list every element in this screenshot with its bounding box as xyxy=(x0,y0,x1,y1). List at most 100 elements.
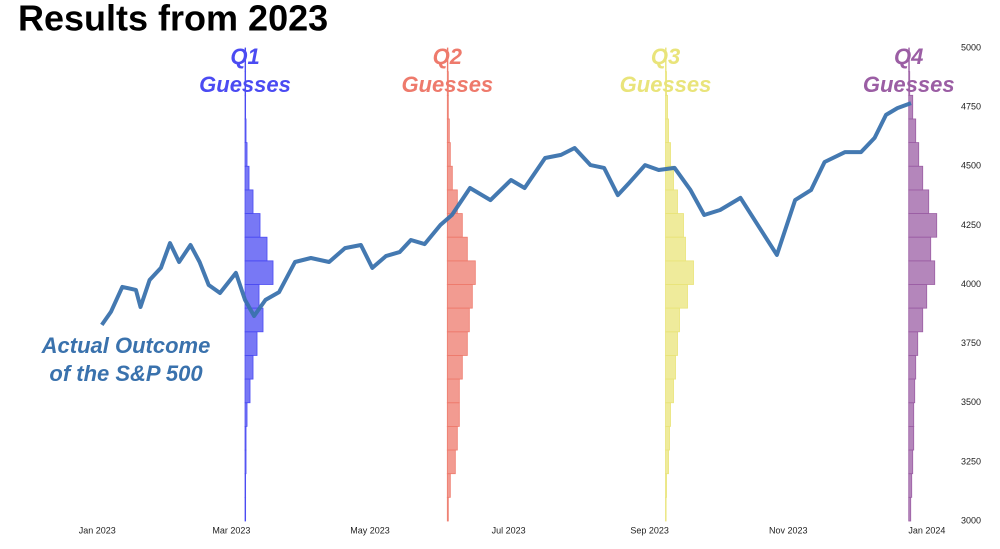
histogram xyxy=(908,47,938,522)
histogram-bar xyxy=(908,473,913,498)
histogram-bar xyxy=(908,165,924,191)
y-tick-label: 4750 xyxy=(961,102,981,112)
histogram-bar xyxy=(446,165,453,191)
x-tick-label: Jan 2023 xyxy=(79,525,116,535)
histogram-bar xyxy=(908,425,915,451)
histogram-bar xyxy=(446,260,476,285)
histogram-bar xyxy=(446,355,463,380)
histogram-bar xyxy=(446,378,460,404)
histogram-bar xyxy=(446,425,458,451)
histogram-label: Q1 Guesses xyxy=(199,44,291,97)
histogram-bar xyxy=(908,496,912,522)
histogram-bar xyxy=(665,47,667,73)
histogram-bar xyxy=(244,425,247,451)
histogram-bar xyxy=(244,236,268,262)
histogram-bar xyxy=(665,473,667,498)
histogram-bar xyxy=(446,142,451,167)
histogram-bar xyxy=(665,331,678,356)
histogram-bar xyxy=(908,260,936,285)
histogram-bar xyxy=(665,449,669,475)
histogram-bar xyxy=(446,47,449,73)
histogram-bar xyxy=(908,378,916,404)
histogram xyxy=(244,47,274,522)
histogram-bar xyxy=(665,213,684,238)
histogram-label: Q3 Guesses xyxy=(620,44,712,97)
series-label: Actual Outcome of the S&P 500 xyxy=(41,333,211,386)
histogram-bar xyxy=(908,307,924,333)
chart-title: Results from 2023 xyxy=(18,0,328,39)
histogram-bar xyxy=(244,118,247,143)
histogram-bar xyxy=(244,165,250,191)
histogram-bar xyxy=(446,94,449,120)
histogram-bar xyxy=(244,47,247,73)
histogram-bar xyxy=(665,284,688,309)
histogram-bar xyxy=(244,496,247,522)
y-tick-label: 4000 xyxy=(961,279,981,289)
histogram-bar xyxy=(908,402,915,427)
histogram-bar xyxy=(244,307,264,333)
y-tick-label: 3000 xyxy=(961,515,981,525)
histogram-bar xyxy=(908,94,914,120)
histogram-bar xyxy=(244,449,247,475)
x-tick-label: May 2023 xyxy=(350,525,390,535)
line xyxy=(100,101,912,327)
histogram-bar xyxy=(665,496,667,522)
x-tick-label: Jan 2024 xyxy=(908,525,945,535)
y-tick-label: 3250 xyxy=(961,456,981,466)
histogram-bar xyxy=(665,402,671,427)
y-tick-label: 4250 xyxy=(961,220,981,230)
histogram-bar xyxy=(446,473,451,498)
x-tick-label: Nov 2023 xyxy=(769,525,808,535)
histogram-bar xyxy=(665,94,668,120)
histogram-bar xyxy=(665,118,669,143)
histogram-bar xyxy=(665,189,678,214)
histogram-bar xyxy=(446,118,450,143)
histogram-label: Q4 Guesses xyxy=(863,44,955,97)
y-tick-label: 5000 xyxy=(961,42,981,52)
histogram-bar xyxy=(665,307,680,333)
histogram-bar xyxy=(908,118,917,143)
histogram-bar xyxy=(244,331,258,356)
histogram-bar xyxy=(244,473,247,498)
histogram-bar xyxy=(908,449,914,475)
x-tick-label: Sep 2023 xyxy=(630,525,669,535)
histogram-bar xyxy=(665,425,670,451)
histogram-bar xyxy=(244,94,247,120)
histogram-bar xyxy=(446,284,473,309)
histogram-bar xyxy=(908,355,917,380)
histogram-bar xyxy=(446,496,449,522)
histogram-bar xyxy=(244,213,261,238)
histogram-bar xyxy=(244,260,274,285)
histogram-bar xyxy=(446,236,468,262)
y-tick-label: 3500 xyxy=(961,397,981,407)
y-tick-label: 4500 xyxy=(961,161,981,171)
histogram-bar xyxy=(908,189,930,214)
histogram-bar xyxy=(908,213,938,238)
histogram-bar xyxy=(908,284,928,309)
histogram-bar xyxy=(908,142,920,167)
x-tick-label: Mar 2023 xyxy=(212,525,250,535)
y-tick-label: 3750 xyxy=(961,338,981,348)
histogram-bar xyxy=(244,402,248,427)
histogram-bar xyxy=(446,449,456,475)
histogram-bar xyxy=(665,142,671,167)
histogram-bar xyxy=(244,142,248,167)
x-tick-label: Jul 2023 xyxy=(492,525,526,535)
histogram-bar xyxy=(244,355,254,380)
histogram-bar xyxy=(908,236,932,262)
histogram-bar xyxy=(908,331,919,356)
histogram-bar xyxy=(665,260,694,285)
histogram-bar xyxy=(244,189,254,214)
histogram xyxy=(446,47,476,522)
histogram-bar xyxy=(446,331,468,356)
histogram-bar xyxy=(244,378,251,404)
histogram-bar xyxy=(446,402,460,427)
histogram-bar xyxy=(665,236,686,262)
histogram-bar xyxy=(908,47,910,73)
histogram-label: Q2 Guesses xyxy=(401,44,493,97)
histogram-bar xyxy=(446,307,470,333)
histogram-bar xyxy=(665,355,676,380)
histogram xyxy=(665,47,694,522)
